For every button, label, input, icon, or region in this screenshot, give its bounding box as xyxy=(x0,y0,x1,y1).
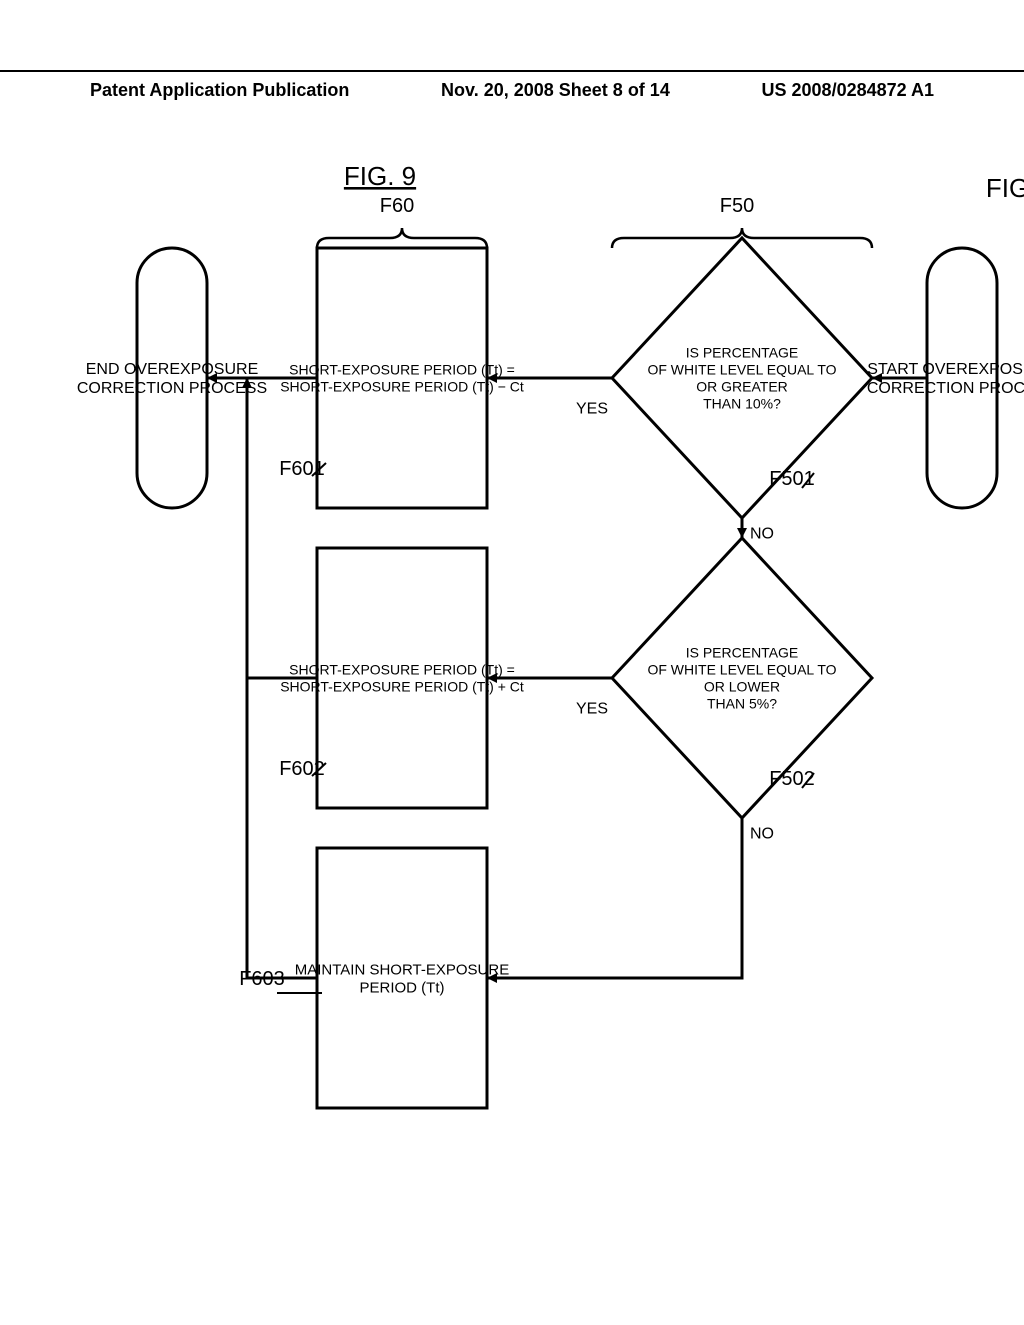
svg-text:F501: F501 xyxy=(769,468,815,490)
header-center: Nov. 20, 2008 Sheet 8 of 14 xyxy=(441,80,670,101)
svg-text:FIG. 9: FIG. 9 xyxy=(986,173,1024,203)
svg-text:NO: NO xyxy=(750,826,774,843)
header-right: US 2008/0284872 A1 xyxy=(762,80,934,101)
svg-text:MAINTAIN SHORT-EXPOSURE: MAINTAIN SHORT-EXPOSURE xyxy=(295,961,509,978)
svg-text:FIG. 9: FIG. 9 xyxy=(344,161,416,191)
svg-text:F603: F603 xyxy=(239,968,285,990)
svg-text:YES: YES xyxy=(576,401,608,418)
figure-canvas: START OVEREXPOSURE CORRECTION PROCESS END … xyxy=(0,120,1024,1320)
svg-text:OR LOWER: OR LOWER xyxy=(704,678,780,694)
svg-text:SHORT-EXPOSURE PERIOD (Tt) =: SHORT-EXPOSURE PERIOD (Tt) = xyxy=(289,361,515,377)
svg-text:F602: F602 xyxy=(279,758,325,780)
svg-text:SHORT-EXPOSURE PERIOD (Tt) =: SHORT-EXPOSURE PERIOD (Tt) = xyxy=(289,661,515,677)
svg-text:SHORT-EXPOSURE PERIOD (Tt) + C: SHORT-EXPOSURE PERIOD (Tt) + Ct xyxy=(280,678,524,694)
svg-text:IS PERCENTAGE: IS PERCENTAGE xyxy=(686,344,799,360)
svg-text:IS PERCENTAGE: IS PERCENTAGE xyxy=(686,644,799,660)
svg-text:F502: F502 xyxy=(769,768,815,790)
svg-text:END OVEREXPOSURE: END OVEREXPOSURE xyxy=(86,361,258,378)
svg-text:SHORT-EXPOSURE PERIOD (Tt) − C: SHORT-EXPOSURE PERIOD (Tt) − Ct xyxy=(280,378,524,394)
svg-text:PERIOD (Tt): PERIOD (Tt) xyxy=(360,979,445,996)
svg-text:F50: F50 xyxy=(720,195,754,217)
svg-text:OF WHITE LEVEL EQUAL TO: OF WHITE LEVEL EQUAL TO xyxy=(647,661,836,677)
svg-text:F60: F60 xyxy=(380,195,414,217)
header-left: Patent Application Publication xyxy=(90,80,349,101)
svg-text:OR GREATER: OR GREATER xyxy=(696,378,788,394)
svg-text:THAN 5%?: THAN 5%? xyxy=(707,695,777,711)
svg-text:YES: YES xyxy=(576,701,608,718)
svg-text:NO: NO xyxy=(750,526,774,543)
svg-text:CORRECTION PROCESS: CORRECTION PROCESS xyxy=(77,380,267,397)
svg-text:THAN 10%?: THAN 10%? xyxy=(703,395,781,411)
svg-text:F601: F601 xyxy=(279,458,325,480)
svg-text:START OVEREXPOSURE: START OVEREXPOSURE xyxy=(867,361,1024,378)
svg-text:CORRECTION PROCESS: CORRECTION PROCESS xyxy=(867,380,1024,397)
svg-text:OF WHITE LEVEL EQUAL TO: OF WHITE LEVEL EQUAL TO xyxy=(647,361,836,377)
